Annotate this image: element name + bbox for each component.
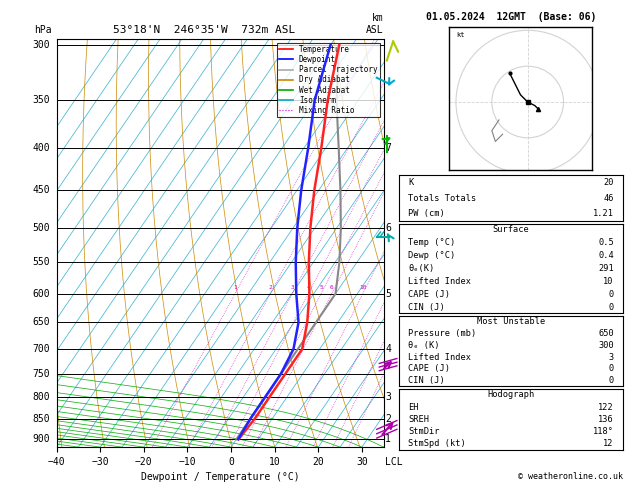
Text: 0.4: 0.4 — [598, 251, 614, 260]
Text: CAPE (J): CAPE (J) — [408, 290, 450, 299]
Text: SREH: SREH — [408, 415, 430, 424]
Text: Mixing Ratio (g/kg): Mixing Ratio (g/kg) — [400, 187, 410, 299]
Text: 1: 1 — [233, 285, 237, 291]
Text: θₑ (K): θₑ (K) — [408, 341, 440, 350]
Text: CIN (J): CIN (J) — [408, 376, 445, 385]
Text: 400: 400 — [33, 143, 50, 153]
Text: 4: 4 — [386, 344, 391, 354]
Text: StmSpd (kt): StmSpd (kt) — [408, 439, 466, 448]
Text: Most Unstable: Most Unstable — [477, 317, 545, 326]
Text: 300: 300 — [598, 341, 614, 350]
Text: 1: 1 — [386, 434, 391, 444]
Text: 0: 0 — [608, 290, 614, 299]
Text: 3: 3 — [386, 392, 391, 402]
Legend: Temperature, Dewpoint, Parcel Trajectory, Dry Adiabat, Wet Adiabat, Isotherm, Mi: Temperature, Dewpoint, Parcel Trajectory… — [277, 43, 380, 117]
Text: 291: 291 — [598, 264, 614, 273]
Text: 1.21: 1.21 — [593, 209, 614, 218]
Text: 2: 2 — [386, 414, 391, 424]
Text: 600: 600 — [33, 289, 50, 299]
Text: Lifted Index: Lifted Index — [408, 352, 471, 362]
Text: 900: 900 — [33, 434, 50, 444]
Text: 3: 3 — [608, 352, 614, 362]
Text: © weatheronline.co.uk: © weatheronline.co.uk — [518, 472, 623, 481]
Text: 46: 46 — [603, 193, 614, 203]
Text: 10: 10 — [359, 285, 367, 291]
Text: 3: 3 — [291, 285, 294, 291]
Text: Lifted Index: Lifted Index — [408, 277, 471, 286]
Text: Totals Totals: Totals Totals — [408, 193, 477, 203]
Text: 01.05.2024  12GMT  (Base: 06): 01.05.2024 12GMT (Base: 06) — [426, 12, 596, 22]
Text: PW (cm): PW (cm) — [408, 209, 445, 218]
Text: Pressure (mb): Pressure (mb) — [408, 329, 477, 338]
Text: StmDir: StmDir — [408, 427, 440, 436]
Text: 6: 6 — [386, 223, 391, 233]
Text: km
ASL: km ASL — [366, 13, 384, 35]
Text: 750: 750 — [33, 369, 50, 379]
Text: CIN (J): CIN (J) — [408, 303, 445, 312]
Text: 10: 10 — [603, 277, 614, 286]
Text: 0: 0 — [608, 364, 614, 373]
Text: kt: kt — [456, 33, 464, 38]
Text: 0.5: 0.5 — [598, 238, 614, 247]
Text: 650: 650 — [33, 317, 50, 328]
Text: EH: EH — [408, 402, 419, 412]
Text: LCL: LCL — [386, 457, 403, 468]
Text: 500: 500 — [33, 223, 50, 233]
Text: 12: 12 — [603, 439, 614, 448]
Text: 850: 850 — [33, 414, 50, 424]
Title: 53°18'N  246°35'W  732m ASL: 53°18'N 246°35'W 732m ASL — [113, 25, 295, 35]
Text: Hodograph: Hodograph — [487, 390, 535, 399]
Text: 122: 122 — [598, 402, 614, 412]
Text: 20: 20 — [603, 178, 614, 187]
Text: Temp (°C): Temp (°C) — [408, 238, 455, 247]
Text: 4: 4 — [306, 285, 310, 291]
Text: Dewp (°C): Dewp (°C) — [408, 251, 455, 260]
Text: CAPE (J): CAPE (J) — [408, 364, 450, 373]
Text: 136: 136 — [598, 415, 614, 424]
Text: 800: 800 — [33, 392, 50, 402]
Text: 550: 550 — [33, 258, 50, 267]
Text: 0: 0 — [608, 376, 614, 385]
Text: hPa: hPa — [34, 25, 52, 35]
Text: 2: 2 — [269, 285, 272, 291]
Text: 650: 650 — [598, 329, 614, 338]
Text: Surface: Surface — [493, 226, 530, 234]
Text: 300: 300 — [33, 40, 50, 50]
Text: θₑ(K): θₑ(K) — [408, 264, 435, 273]
Text: 450: 450 — [33, 186, 50, 195]
Text: 6: 6 — [330, 285, 333, 291]
Text: 700: 700 — [33, 344, 50, 354]
X-axis label: Dewpoint / Temperature (°C): Dewpoint / Temperature (°C) — [141, 472, 299, 483]
Text: 5: 5 — [386, 289, 391, 299]
Text: 5: 5 — [319, 285, 323, 291]
Text: 350: 350 — [33, 95, 50, 105]
Text: 118°: 118° — [593, 427, 614, 436]
Text: 7: 7 — [386, 143, 391, 153]
Text: 0: 0 — [608, 303, 614, 312]
Text: K: K — [408, 178, 414, 187]
